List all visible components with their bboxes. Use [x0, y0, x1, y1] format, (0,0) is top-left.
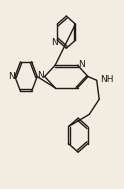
Text: N: N: [37, 71, 44, 80]
Text: NH: NH: [100, 75, 113, 84]
Text: N: N: [8, 72, 15, 81]
Text: N: N: [51, 38, 58, 47]
Text: N: N: [78, 60, 85, 69]
